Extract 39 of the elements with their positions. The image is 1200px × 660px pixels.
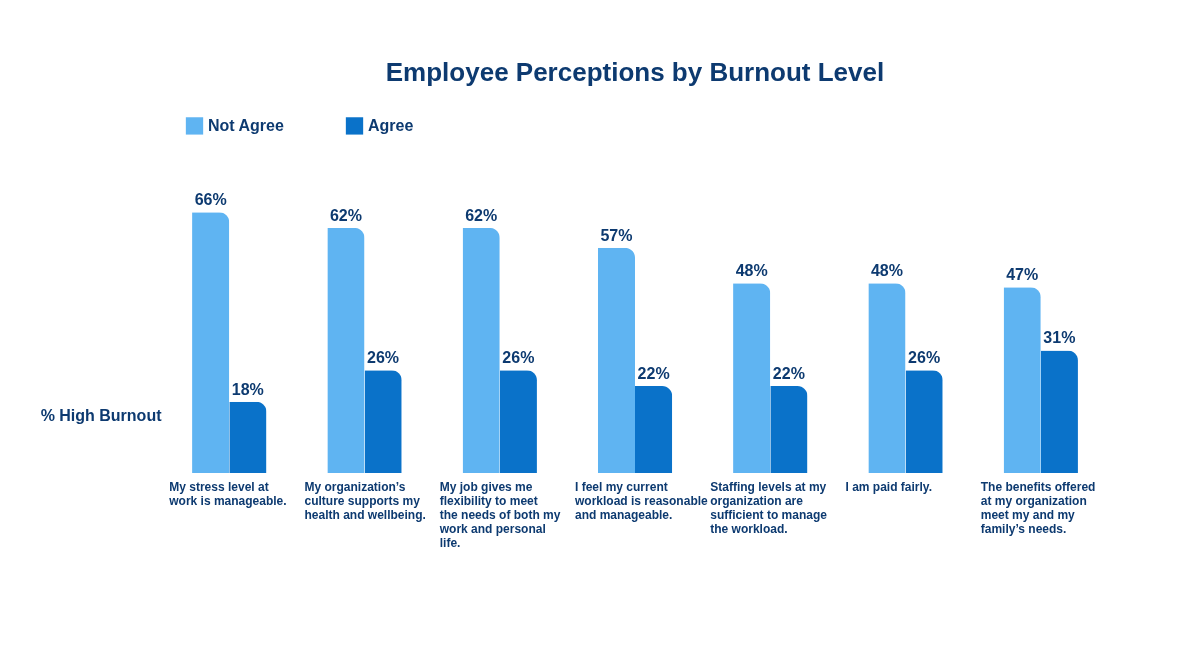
- data-label: 48%: [735, 262, 768, 280]
- data-label: 22%: [772, 365, 805, 383]
- bar: [364, 370, 402, 473]
- bar: [770, 386, 808, 473]
- x-tick-label: I feel my current workload is reasonable and manageable.: [574, 479, 709, 522]
- x-tick-label: My organization’s culture supports my health and wellbeing.: [304, 479, 426, 522]
- x-tick-label: I am paid fairly.: [845, 479, 932, 494]
- bar: [192, 212, 230, 473]
- data-label: 47%: [1006, 266, 1039, 284]
- data-label: 31%: [1043, 329, 1076, 347]
- legend-label: Agree: [368, 116, 414, 134]
- bar: [905, 370, 943, 473]
- bar: [635, 386, 673, 473]
- bar: [868, 283, 906, 473]
- bar: [327, 227, 365, 473]
- data-label: 57%: [600, 226, 633, 244]
- data-label: 18%: [231, 380, 264, 398]
- data-label: 62%: [329, 206, 362, 224]
- data-label: 62%: [465, 206, 498, 224]
- x-tick-label: Staffing levels at my organization are sufficient to manage the workload.: [710, 479, 828, 536]
- x-tick-label: The benefits offered at my organization meet my and my family’s needs.: [980, 479, 1096, 536]
- x-tick-label: My job gives me flexibility to meet the needs of both my work and personal life.: [438, 479, 561, 550]
- bar: [1040, 350, 1078, 473]
- data-label: 26%: [908, 349, 941, 367]
- bar: [733, 283, 771, 473]
- bar: [1003, 287, 1041, 473]
- chart-title: Employee Perceptions by Burnout Level: [385, 57, 885, 87]
- legend-label: Not Agree: [208, 116, 284, 134]
- data-label: 26%: [502, 349, 535, 367]
- data-label: 22%: [637, 365, 670, 383]
- data-label: 26%: [367, 349, 400, 367]
- bar: [462, 227, 500, 473]
- data-label: 66%: [194, 191, 227, 209]
- bar: [229, 401, 267, 473]
- bar: [597, 247, 635, 473]
- x-tick-label: My stress level at work is manageable.: [168, 479, 287, 508]
- data-label: 48%: [870, 262, 903, 280]
- y-axis-title: % High Burnout: [40, 406, 163, 424]
- bar: [499, 370, 537, 473]
